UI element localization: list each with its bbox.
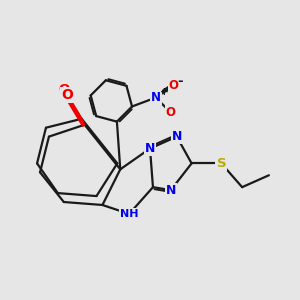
Text: +: + xyxy=(160,87,169,97)
Text: O: O xyxy=(61,88,73,102)
Text: NH: NH xyxy=(120,209,138,219)
Text: N: N xyxy=(145,142,155,155)
Text: O: O xyxy=(169,79,178,92)
Text: N: N xyxy=(151,91,161,104)
Text: -: - xyxy=(177,75,183,88)
Text: N: N xyxy=(172,130,182,143)
Text: S: S xyxy=(217,157,226,170)
Text: O: O xyxy=(166,106,176,119)
Text: N: N xyxy=(166,184,176,196)
Text: O: O xyxy=(58,82,69,96)
